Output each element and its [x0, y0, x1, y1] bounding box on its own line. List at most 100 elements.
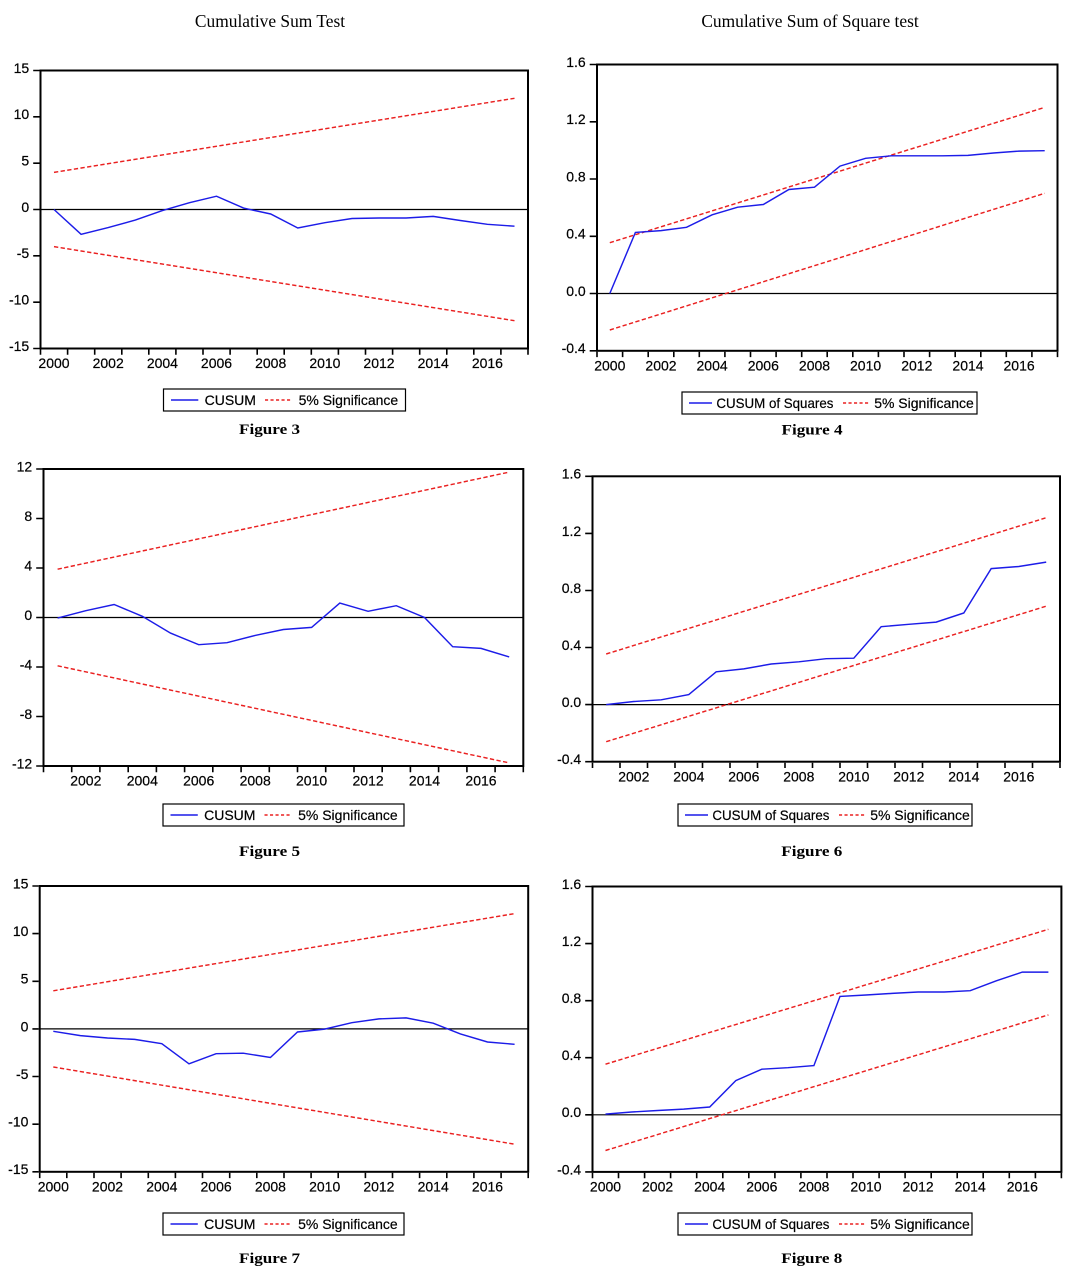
- svg-text:2010: 2010: [296, 773, 327, 789]
- svg-text:2010: 2010: [850, 1178, 881, 1194]
- svg-text:1.6: 1.6: [566, 54, 586, 70]
- svg-text:8: 8: [24, 508, 32, 524]
- svg-text:2008: 2008: [255, 1178, 286, 1194]
- svg-text:2004: 2004: [127, 773, 158, 789]
- svg-text:0.4: 0.4: [562, 1047, 582, 1063]
- svg-text:2006: 2006: [183, 773, 214, 789]
- svg-text:2014: 2014: [952, 358, 983, 374]
- svg-text:-12: -12: [12, 755, 32, 771]
- svg-text:-15: -15: [9, 338, 29, 354]
- svg-text:5% Significance: 5% Significance: [298, 1216, 398, 1232]
- svg-text:2000: 2000: [590, 1178, 621, 1194]
- svg-text:-8: -8: [20, 706, 33, 722]
- svg-text:CUSUM: CUSUM: [204, 807, 255, 823]
- svg-text:0: 0: [21, 199, 29, 215]
- svg-text:2016: 2016: [1007, 1178, 1038, 1194]
- svg-text:10: 10: [14, 106, 30, 122]
- svg-text:5% Significance: 5% Significance: [870, 1216, 970, 1232]
- svg-text:1.2: 1.2: [566, 111, 586, 127]
- svg-text:1.6: 1.6: [562, 466, 582, 482]
- svg-text:0: 0: [24, 607, 32, 623]
- svg-text:2004: 2004: [694, 1178, 725, 1194]
- svg-text:2012: 2012: [353, 773, 384, 789]
- svg-text:1.2: 1.2: [562, 523, 582, 539]
- svg-text:2006: 2006: [728, 769, 759, 785]
- svg-text:2002: 2002: [92, 1178, 123, 1194]
- svg-text:2016: 2016: [465, 773, 496, 789]
- svg-text:5% Significance: 5% Significance: [870, 807, 970, 823]
- svg-text:2002: 2002: [93, 355, 124, 371]
- svg-text:2006: 2006: [201, 355, 232, 371]
- svg-text:2010: 2010: [850, 358, 881, 374]
- svg-text:CUSUM: CUSUM: [205, 392, 256, 408]
- svg-text:5: 5: [21, 153, 29, 169]
- svg-text:CUSUM: CUSUM: [204, 1216, 255, 1232]
- svg-text:2012: 2012: [903, 1178, 934, 1194]
- svg-text:0.0: 0.0: [562, 694, 582, 710]
- svg-text:2008: 2008: [255, 355, 286, 371]
- svg-text:2016: 2016: [1004, 358, 1035, 374]
- svg-text:12: 12: [17, 458, 33, 474]
- svg-text:Figure 5: Figure 5: [239, 844, 300, 860]
- svg-text:2016: 2016: [472, 1178, 503, 1194]
- svg-text:Figure 7: Figure 7: [239, 1251, 301, 1267]
- svg-text:2008: 2008: [240, 773, 271, 789]
- svg-text:2002: 2002: [70, 773, 101, 789]
- svg-text:CUSUM of Squares: CUSUM of Squares: [712, 807, 829, 823]
- svg-text:-0.4: -0.4: [557, 1161, 581, 1177]
- svg-text:Figure 6: Figure 6: [781, 844, 843, 860]
- svg-text:2004: 2004: [697, 358, 728, 374]
- svg-text:0: 0: [21, 1018, 29, 1034]
- svg-text:2016: 2016: [1003, 769, 1034, 785]
- svg-text:2008: 2008: [798, 1178, 829, 1194]
- svg-text:2002: 2002: [642, 1178, 673, 1194]
- svg-text:Figure 4: Figure 4: [782, 422, 844, 438]
- svg-text:5% Significance: 5% Significance: [298, 807, 398, 823]
- svg-text:0.4: 0.4: [566, 226, 586, 242]
- svg-text:2014: 2014: [948, 769, 979, 785]
- svg-text:10: 10: [13, 923, 29, 939]
- svg-text:-4: -4: [20, 656, 33, 672]
- svg-text:Cumulative Sum Test: Cumulative Sum Test: [195, 11, 345, 31]
- svg-text:-5: -5: [16, 1066, 29, 1082]
- svg-text:0.8: 0.8: [566, 168, 586, 184]
- svg-text:5: 5: [21, 971, 29, 987]
- svg-text:2012: 2012: [901, 358, 932, 374]
- svg-text:2010: 2010: [309, 1178, 340, 1194]
- svg-text:-15: -15: [8, 1161, 28, 1177]
- svg-text:2010: 2010: [309, 355, 340, 371]
- svg-text:CUSUM of Squares: CUSUM of Squares: [716, 395, 833, 411]
- svg-text:2014: 2014: [955, 1178, 986, 1194]
- svg-text:15: 15: [13, 875, 29, 891]
- svg-text:1.6: 1.6: [562, 876, 582, 892]
- svg-text:2012: 2012: [363, 355, 394, 371]
- svg-text:2012: 2012: [893, 769, 924, 785]
- svg-text:4: 4: [24, 557, 32, 573]
- svg-text:2002: 2002: [618, 769, 649, 785]
- svg-text:-10: -10: [8, 1114, 28, 1130]
- svg-text:2006: 2006: [746, 1178, 777, 1194]
- svg-text:2014: 2014: [418, 355, 449, 371]
- svg-text:0.8: 0.8: [562, 990, 582, 1006]
- svg-text:2008: 2008: [799, 358, 830, 374]
- svg-text:2002: 2002: [645, 358, 676, 374]
- svg-text:2004: 2004: [147, 355, 178, 371]
- svg-text:0.0: 0.0: [562, 1104, 582, 1120]
- svg-text:0.8: 0.8: [562, 580, 582, 596]
- svg-text:CUSUM of Squares: CUSUM of Squares: [712, 1216, 829, 1232]
- svg-text:-0.4: -0.4: [562, 340, 586, 356]
- svg-text:2006: 2006: [748, 358, 779, 374]
- svg-text:-0.4: -0.4: [557, 751, 581, 767]
- svg-text:2006: 2006: [201, 1178, 232, 1194]
- svg-text:5% Significance: 5% Significance: [299, 392, 399, 408]
- svg-text:Figure 3: Figure 3: [239, 422, 300, 438]
- svg-text:2000: 2000: [38, 355, 69, 371]
- svg-text:2016: 2016: [472, 355, 503, 371]
- svg-text:Cumulative Sum of Square test: Cumulative Sum of Square test: [701, 11, 919, 31]
- svg-text:2000: 2000: [594, 358, 625, 374]
- svg-text:2004: 2004: [673, 769, 704, 785]
- svg-text:15: 15: [14, 60, 30, 76]
- svg-text:2000: 2000: [38, 1178, 69, 1194]
- svg-text:0.4: 0.4: [562, 637, 582, 653]
- svg-text:2012: 2012: [363, 1178, 394, 1194]
